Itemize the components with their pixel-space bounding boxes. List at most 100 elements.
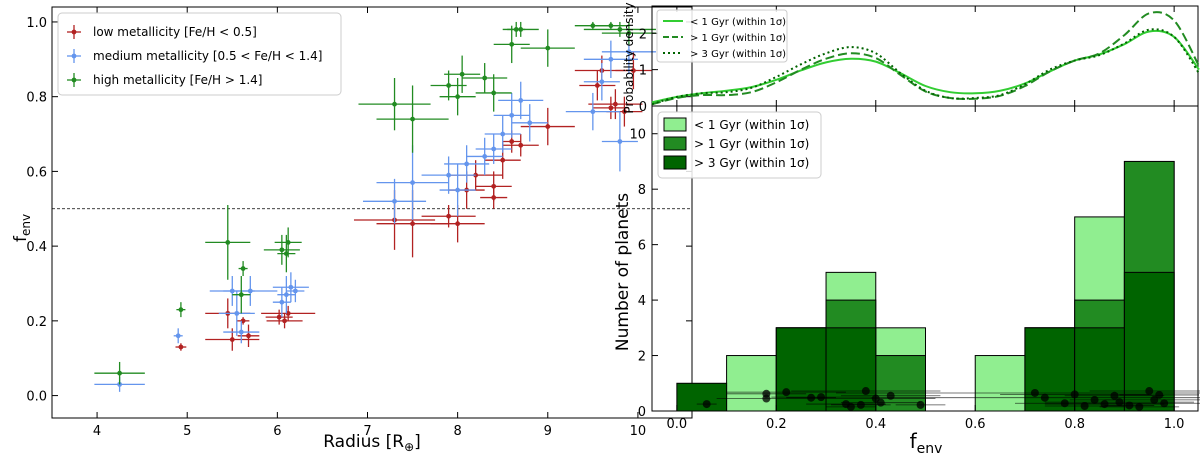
data-point	[509, 139, 515, 144]
data-point	[279, 299, 285, 305]
data-point	[491, 183, 497, 189]
legend-label: low metallicity [Fe/H < 0.5]	[93, 25, 257, 39]
kde-y-tick-label: 2	[639, 27, 647, 42]
data-point	[626, 30, 632, 36]
hist-x-axis-label: fenv	[910, 429, 943, 455]
data-point	[455, 94, 461, 100]
planet-point	[1150, 395, 1159, 404]
scatter-legend: low metallicity [Fe/H < 0.5] medium metal…	[57, 12, 342, 96]
data-point	[455, 221, 461, 227]
data-point	[509, 41, 515, 47]
data-point	[283, 292, 289, 298]
data-point	[246, 333, 251, 339]
planet-point	[861, 387, 870, 396]
legend-swatch	[663, 136, 687, 151]
histogram-bar	[726, 355, 777, 412]
legend-label: high metallicity [Fe/H > 1.4]	[93, 73, 263, 87]
planet-point	[1160, 399, 1169, 408]
data-point	[238, 292, 244, 298]
hist-y-tick-label: 6	[638, 239, 646, 254]
planet-point	[1080, 402, 1089, 411]
data-point	[527, 120, 533, 126]
kde-curve	[651, 11, 1200, 106]
planet-point	[846, 402, 855, 411]
kde-panel: 0 1 2 < 1 Gyr (within 1σ) > 1 Gyr (within 1σ…	[639, 5, 1200, 115]
hist-x-tick-label: 0.8	[1064, 417, 1085, 432]
legend-box	[656, 9, 788, 63]
data-point	[464, 161, 470, 167]
data-point	[229, 337, 235, 342]
data-point	[285, 239, 291, 245]
planet-point	[1145, 387, 1154, 396]
data-point	[500, 131, 506, 137]
hist-y-tick-label: 10	[629, 128, 646, 143]
planet-point	[1060, 399, 1069, 408]
data-point	[491, 146, 497, 152]
data-point	[594, 83, 600, 88]
planet-point	[702, 400, 711, 409]
planet-point	[856, 400, 865, 409]
legend-label: < 1 Gyr (within 1σ)	[694, 118, 809, 132]
planet-point	[1090, 395, 1099, 404]
planet-point	[807, 393, 816, 402]
scatter-x-tick-label: 8	[453, 424, 461, 439]
data-point	[617, 139, 623, 144]
data-point	[621, 109, 627, 115]
hist-x-tick-label: 1.0	[1164, 417, 1185, 432]
data-point	[608, 23, 614, 29]
planet-point	[916, 400, 925, 409]
data-point	[612, 101, 618, 107]
kde-curve	[651, 29, 1200, 104]
legend-marker-dot	[71, 77, 77, 83]
scatter-y-axis-label: fenv	[11, 214, 33, 242]
data-point	[446, 213, 452, 219]
data-point	[276, 314, 282, 320]
legend-label: > 3 Gyr (within 1σ)	[694, 156, 809, 170]
histogram-bar	[974, 355, 1026, 412]
legend-swatch	[663, 117, 687, 132]
hist-y-tick-label: 8	[638, 183, 646, 198]
data-point	[455, 187, 461, 193]
scatter-y-tick-label: 0.8	[26, 91, 47, 106]
data-point	[410, 116, 415, 122]
data-point	[117, 370, 123, 376]
data-point	[518, 142, 524, 148]
scatter-x-tick-label: 7	[363, 424, 371, 439]
legend-label: > 3 Gyr (within 1σ)	[690, 49, 786, 60]
data-point	[175, 333, 181, 339]
scatter-x-axis-label: Radius [R⊕]	[323, 432, 421, 454]
hist-y-tick-label: 2	[638, 350, 646, 365]
hist-x-tick-label: 0.6	[965, 417, 986, 432]
planet-point	[782, 388, 791, 397]
scatter-x-tick-label: 4	[93, 424, 101, 439]
data-point	[509, 112, 515, 118]
scatter-y-tick-label: 1.0	[26, 16, 47, 31]
scatter-y-tick-label: 0.0	[26, 390, 47, 405]
data-point	[247, 288, 253, 294]
data-point	[446, 172, 452, 178]
data-point	[459, 71, 465, 77]
kde-y-tick-label: 0	[639, 100, 647, 115]
data-point	[392, 101, 397, 107]
legend-label: > 1 Gyr (within 1σ)	[690, 33, 786, 44]
legend-marker-dot	[71, 53, 77, 59]
planet-point	[1040, 393, 1049, 402]
planet-point	[1155, 390, 1164, 399]
legend-label: medium metallicity [0.5 < Fe/H < 1.4]	[93, 49, 322, 63]
planet-point	[1070, 390, 1079, 399]
data-point	[545, 45, 551, 51]
legend-swatch	[663, 155, 687, 170]
data-point	[292, 288, 298, 294]
data-point	[608, 56, 614, 62]
planet-point	[876, 398, 885, 407]
kde-y-axis-label: Probability density	[622, 2, 636, 113]
data-point	[482, 154, 488, 159]
kde-legend: < 1 Gyr (within 1σ) > 1 Gyr (within 1σ) > …	[656, 9, 788, 63]
data-point	[590, 109, 596, 115]
hist-y-tick-label: 4	[638, 294, 646, 309]
legend-label: > 1 Gyr (within 1σ)	[694, 137, 809, 151]
data-point	[410, 180, 415, 186]
scatter-x-tick-label: 9	[544, 424, 552, 439]
legend-label: < 1 Gyr (within 1σ)	[690, 17, 786, 28]
